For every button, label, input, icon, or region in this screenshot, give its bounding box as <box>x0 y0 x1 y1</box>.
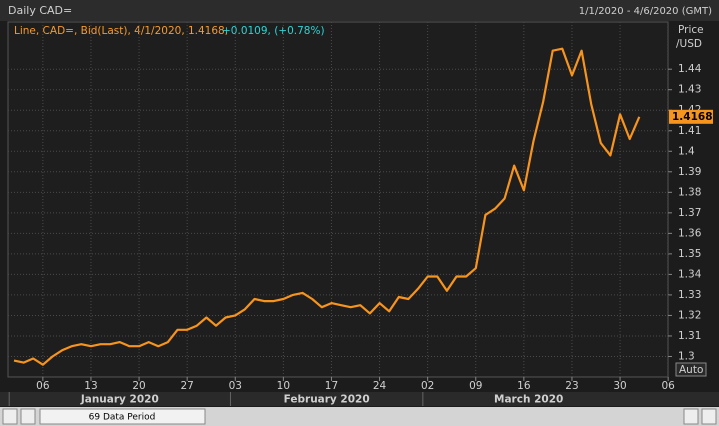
scroll-thumb[interactable] <box>39 408 206 425</box>
x-tick-label: 23 <box>565 380 578 392</box>
y-tick-label: 1.41 <box>678 125 701 137</box>
x-tick-label: 16 <box>517 380 531 392</box>
y-tick-label: 1.3 <box>678 350 695 362</box>
y-tick-label: 1.43 <box>678 84 701 96</box>
x-tick-label: 09 <box>469 380 482 392</box>
x-tick-label: 06 <box>661 380 675 392</box>
legend-change: +0.0109, (+0.78%) <box>222 25 325 37</box>
x-tick-label: 02 <box>421 380 434 392</box>
y-tick-label: 1.44 <box>678 63 702 75</box>
y-tick-label: 1.33 <box>678 289 701 301</box>
x-tick-label: 03 <box>229 380 242 392</box>
month-label: January 2020 <box>80 394 159 406</box>
x-tick-label: 30 <box>613 380 626 392</box>
header-bar <box>0 0 719 21</box>
x-tick-label: 20 <box>132 380 145 392</box>
y-tick-label: 1.36 <box>678 227 702 239</box>
plot-area <box>7 21 669 378</box>
y-axis-label: Price <box>678 24 704 36</box>
month-label: February 2020 <box>284 394 370 406</box>
period-label: 69 Data Period <box>89 413 156 423</box>
month-bar <box>0 392 719 406</box>
y-tick-label: 1.4 <box>678 145 695 157</box>
x-tick-label: 24 <box>373 380 387 392</box>
last-value-box <box>669 109 713 124</box>
scale-mode[interactable]: Auto <box>679 364 703 376</box>
month-label: March 2020 <box>494 394 563 406</box>
y-axis-label: /USD <box>676 38 702 50</box>
y-tick-label: 1.39 <box>678 166 701 178</box>
y-tick-label: 1.32 <box>678 309 701 321</box>
x-tick-label: 06 <box>36 380 50 392</box>
legend-text: Line, CAD=, Bid(Last), 4/1/2020, 1.4168, <box>14 25 228 37</box>
last-value-label: 1.4168 <box>672 111 713 123</box>
x-tick-label: 27 <box>180 380 193 392</box>
date-range: 1/1/2020 - 4/6/2020 (GMT) <box>579 6 712 17</box>
y-tick-label: 1.37 <box>678 207 701 219</box>
x-tick-label: 13 <box>84 380 97 392</box>
x-tick-label: 17 <box>325 380 338 392</box>
y-tick-label: 1.35 <box>678 248 701 260</box>
scroll-right[interactable] <box>701 408 717 425</box>
y-tick-label: 1.34 <box>678 268 702 280</box>
scroll-left-step[interactable] <box>20 408 36 425</box>
chart-title: Daily CAD= <box>8 4 72 17</box>
y-tick-label: 1.31 <box>678 330 701 342</box>
scroll-left[interactable] <box>2 408 18 425</box>
scale-mode-box[interactable] <box>675 362 707 377</box>
price-line <box>13 47 641 366</box>
scroll-right-step[interactable] <box>683 408 699 425</box>
x-tick-label: 10 <box>277 380 290 392</box>
y-tick-label: 1.38 <box>678 186 701 198</box>
